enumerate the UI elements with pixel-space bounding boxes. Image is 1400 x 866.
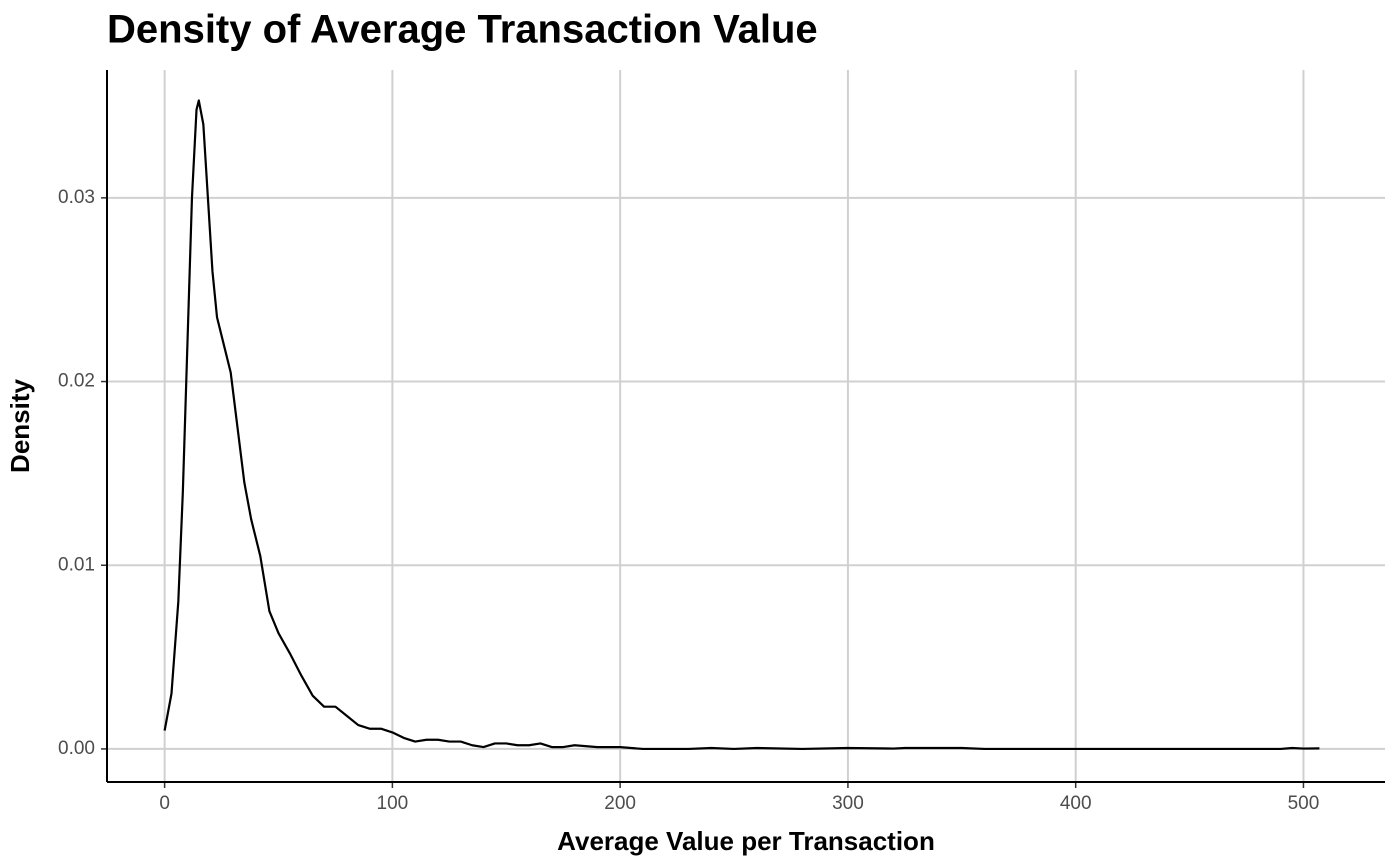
x-tick-label: 400 (1060, 793, 1092, 814)
x-tick-label: 200 (604, 793, 636, 814)
y-tick-label: 0.03 (58, 187, 95, 208)
density-line (163, 99, 1320, 751)
x-tick-label: 300 (832, 793, 864, 814)
y-tick-label: 0.02 (58, 371, 95, 392)
chart-title: Density of Average Transaction Value (107, 8, 818, 52)
y-tick-label: 0.01 (58, 554, 95, 575)
x-tick-label: 0 (159, 793, 170, 814)
x-axis-label: Average Value per Transaction (557, 826, 935, 856)
y-tick-label: 0.00 (58, 738, 95, 759)
y-axis-label: Density (5, 379, 35, 473)
x-tick-label: 100 (377, 793, 409, 814)
x-tick-label: 500 (1288, 793, 1320, 814)
